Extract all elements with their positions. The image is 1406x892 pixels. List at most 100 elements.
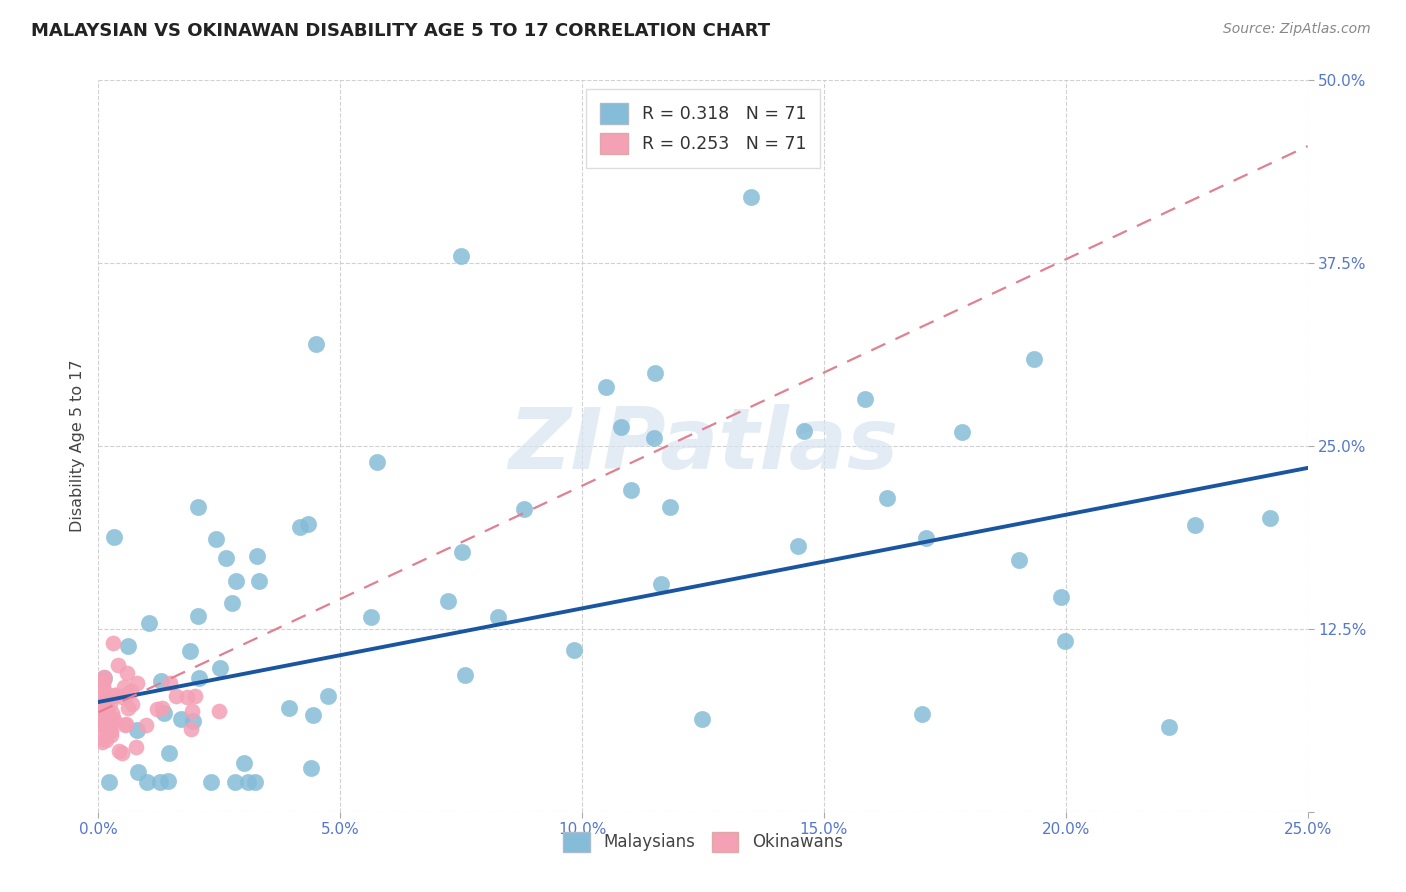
Point xyxy=(620,483,643,498)
Point xyxy=(91,734,114,748)
Point xyxy=(127,765,149,780)
Point xyxy=(950,425,973,440)
Point xyxy=(299,761,322,775)
Point xyxy=(107,658,129,673)
Point xyxy=(245,775,267,789)
Point xyxy=(1053,634,1076,648)
Point xyxy=(170,712,193,726)
Point xyxy=(93,690,115,704)
Point xyxy=(187,500,209,514)
Point xyxy=(115,717,138,731)
Point xyxy=(643,431,665,445)
Point xyxy=(454,668,477,682)
Point xyxy=(181,714,204,728)
Point xyxy=(94,732,117,747)
Point xyxy=(94,703,117,717)
Point xyxy=(305,336,328,351)
Point xyxy=(96,724,118,739)
Point xyxy=(114,718,136,732)
Point xyxy=(117,665,139,680)
Point xyxy=(318,690,340,704)
Point xyxy=(101,706,124,720)
Point xyxy=(1159,720,1181,734)
Point xyxy=(786,539,808,553)
Point xyxy=(135,718,157,732)
Y-axis label: Disability Age 5 to 17: Disability Age 5 to 17 xyxy=(69,359,84,533)
Point xyxy=(120,683,142,698)
Point xyxy=(87,675,110,690)
Point xyxy=(93,712,115,726)
Point xyxy=(1258,510,1281,524)
Point xyxy=(513,501,536,516)
Point xyxy=(610,420,633,434)
Point xyxy=(146,702,169,716)
Point xyxy=(98,709,121,723)
Point xyxy=(188,671,211,685)
Point xyxy=(115,687,138,701)
Point xyxy=(100,715,122,730)
Point xyxy=(246,549,269,563)
Point xyxy=(159,676,181,690)
Point xyxy=(111,690,134,705)
Point xyxy=(90,694,112,708)
Point xyxy=(93,695,115,709)
Point xyxy=(181,704,204,718)
Point xyxy=(224,775,246,789)
Point xyxy=(98,697,121,711)
Point xyxy=(451,545,474,559)
Point xyxy=(93,669,115,683)
Point xyxy=(89,731,111,746)
Point xyxy=(89,709,111,723)
Text: ZIPatlas: ZIPatlas xyxy=(508,404,898,488)
Point xyxy=(200,775,222,789)
Point xyxy=(93,671,115,685)
Point xyxy=(89,689,111,703)
Point xyxy=(111,746,134,760)
Point xyxy=(853,392,876,407)
Legend: Malaysians, Okinawans: Malaysians, Okinawans xyxy=(557,826,849,858)
Point xyxy=(138,616,160,631)
Point xyxy=(650,577,672,591)
Point xyxy=(101,711,124,725)
Point xyxy=(104,688,127,702)
Point xyxy=(90,690,112,705)
Point xyxy=(103,530,125,544)
Text: Source: ZipAtlas.com: Source: ZipAtlas.com xyxy=(1223,22,1371,37)
Point xyxy=(89,712,111,726)
Point xyxy=(644,366,666,380)
Point xyxy=(690,712,713,726)
Point xyxy=(96,721,118,735)
Point xyxy=(297,517,319,532)
Point xyxy=(1022,351,1045,366)
Point xyxy=(107,743,129,757)
Point xyxy=(156,774,179,789)
Point xyxy=(915,532,938,546)
Point xyxy=(98,713,121,727)
Point xyxy=(97,712,120,726)
Point xyxy=(180,722,202,736)
Point xyxy=(301,708,323,723)
Point xyxy=(564,643,586,657)
Point xyxy=(112,680,135,694)
Point xyxy=(90,711,112,725)
Point xyxy=(232,756,254,771)
Point xyxy=(179,644,201,658)
Point xyxy=(157,746,180,760)
Point xyxy=(187,608,209,623)
Point xyxy=(104,688,127,702)
Point xyxy=(876,491,898,506)
Point xyxy=(93,673,115,688)
Point xyxy=(98,716,121,731)
Point xyxy=(136,775,159,789)
Point xyxy=(658,500,681,514)
Point xyxy=(125,739,148,754)
Point xyxy=(93,692,115,706)
Point xyxy=(93,683,115,698)
Text: MALAYSIAN VS OKINAWAN DISABILITY AGE 5 TO 17 CORRELATION CHART: MALAYSIAN VS OKINAWAN DISABILITY AGE 5 T… xyxy=(31,22,770,40)
Point xyxy=(90,687,112,701)
Point xyxy=(366,455,388,469)
Point xyxy=(101,636,124,650)
Point xyxy=(236,774,259,789)
Point xyxy=(90,710,112,724)
Point xyxy=(1184,518,1206,533)
